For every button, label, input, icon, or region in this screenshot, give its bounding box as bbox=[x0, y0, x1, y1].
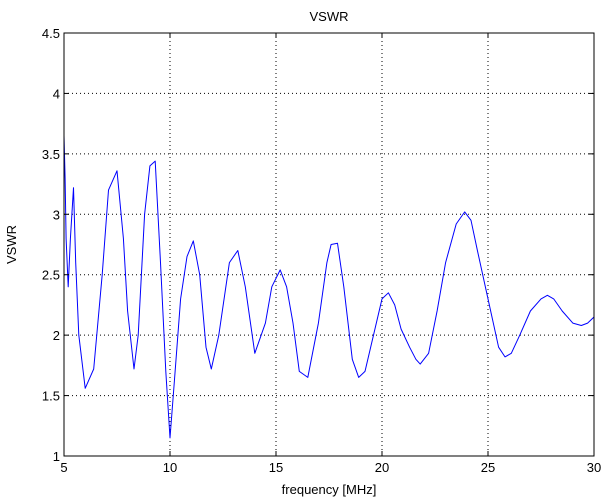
y-tick-label: 4 bbox=[53, 86, 60, 101]
plot-frame bbox=[63, 32, 595, 457]
y-tick-labels: 1 1.5 2 2.5 3 3.5 4 4.5 bbox=[42, 26, 60, 464]
y-tick-label: 2.5 bbox=[42, 268, 60, 283]
tick-marks bbox=[63, 32, 595, 457]
data-series bbox=[63, 135, 595, 439]
grid-lines bbox=[64, 33, 594, 456]
y-tick-label: 2 bbox=[53, 328, 60, 343]
vswr-line bbox=[63, 135, 595, 439]
x-axis-label: frequency [MHz] bbox=[282, 482, 377, 497]
x-tick-label: 30 bbox=[587, 460, 601, 475]
x-tick-label: 20 bbox=[375, 460, 389, 475]
x-tick-label: 10 bbox=[163, 460, 177, 475]
y-tick-label: 4.5 bbox=[42, 26, 60, 41]
x-tick-label: 15 bbox=[269, 460, 283, 475]
plot-area bbox=[64, 33, 594, 456]
y-tick-label: 3 bbox=[53, 207, 60, 222]
y-tick-label: 3.5 bbox=[42, 147, 60, 162]
y-axis-label: VSWR bbox=[4, 225, 19, 264]
chart-title: VSWR bbox=[310, 9, 349, 24]
y-tick-label: 1.5 bbox=[42, 389, 60, 404]
y-tick-label: 1 bbox=[53, 449, 60, 464]
x-tick-label: 5 bbox=[60, 460, 67, 475]
x-tick-labels: 5 10 15 20 25 30 bbox=[60, 460, 601, 475]
x-tick-label: 25 bbox=[481, 460, 495, 475]
